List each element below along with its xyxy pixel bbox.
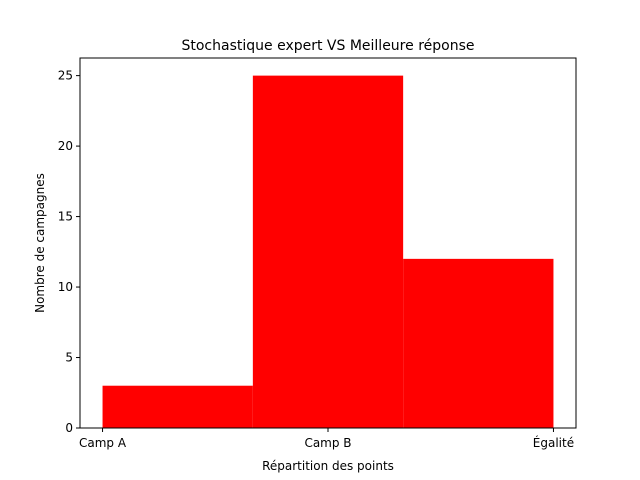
x-axis-ticks: Camp A Camp B Égalité [79,428,574,450]
y-tick-label-4: 20 [58,139,73,153]
bar-1 [252,75,404,428]
y-axis-ticks: 0 5 10 15 20 25 [58,69,80,435]
x-tick-label-1: Camp B [304,436,351,450]
chart-title: Stochastique expert VS Meilleure réponse [181,38,474,54]
y-tick-label-2: 10 [58,280,73,294]
bars-group [102,75,554,428]
y-tick-label-1: 5 [65,351,73,365]
bar-0 [102,385,253,428]
x-tick-label-0: Camp A [79,436,127,450]
y-axis-label: Nombre de campagnes [33,173,47,313]
y-tick-label-0: 0 [65,421,73,435]
bar-2 [403,258,554,428]
y-tick-label-5: 25 [58,69,73,83]
y-tick-label-3: 15 [58,210,73,224]
x-tick-label-2: Égalité [533,435,574,450]
x-axis-label: Répartition des points [262,459,394,473]
